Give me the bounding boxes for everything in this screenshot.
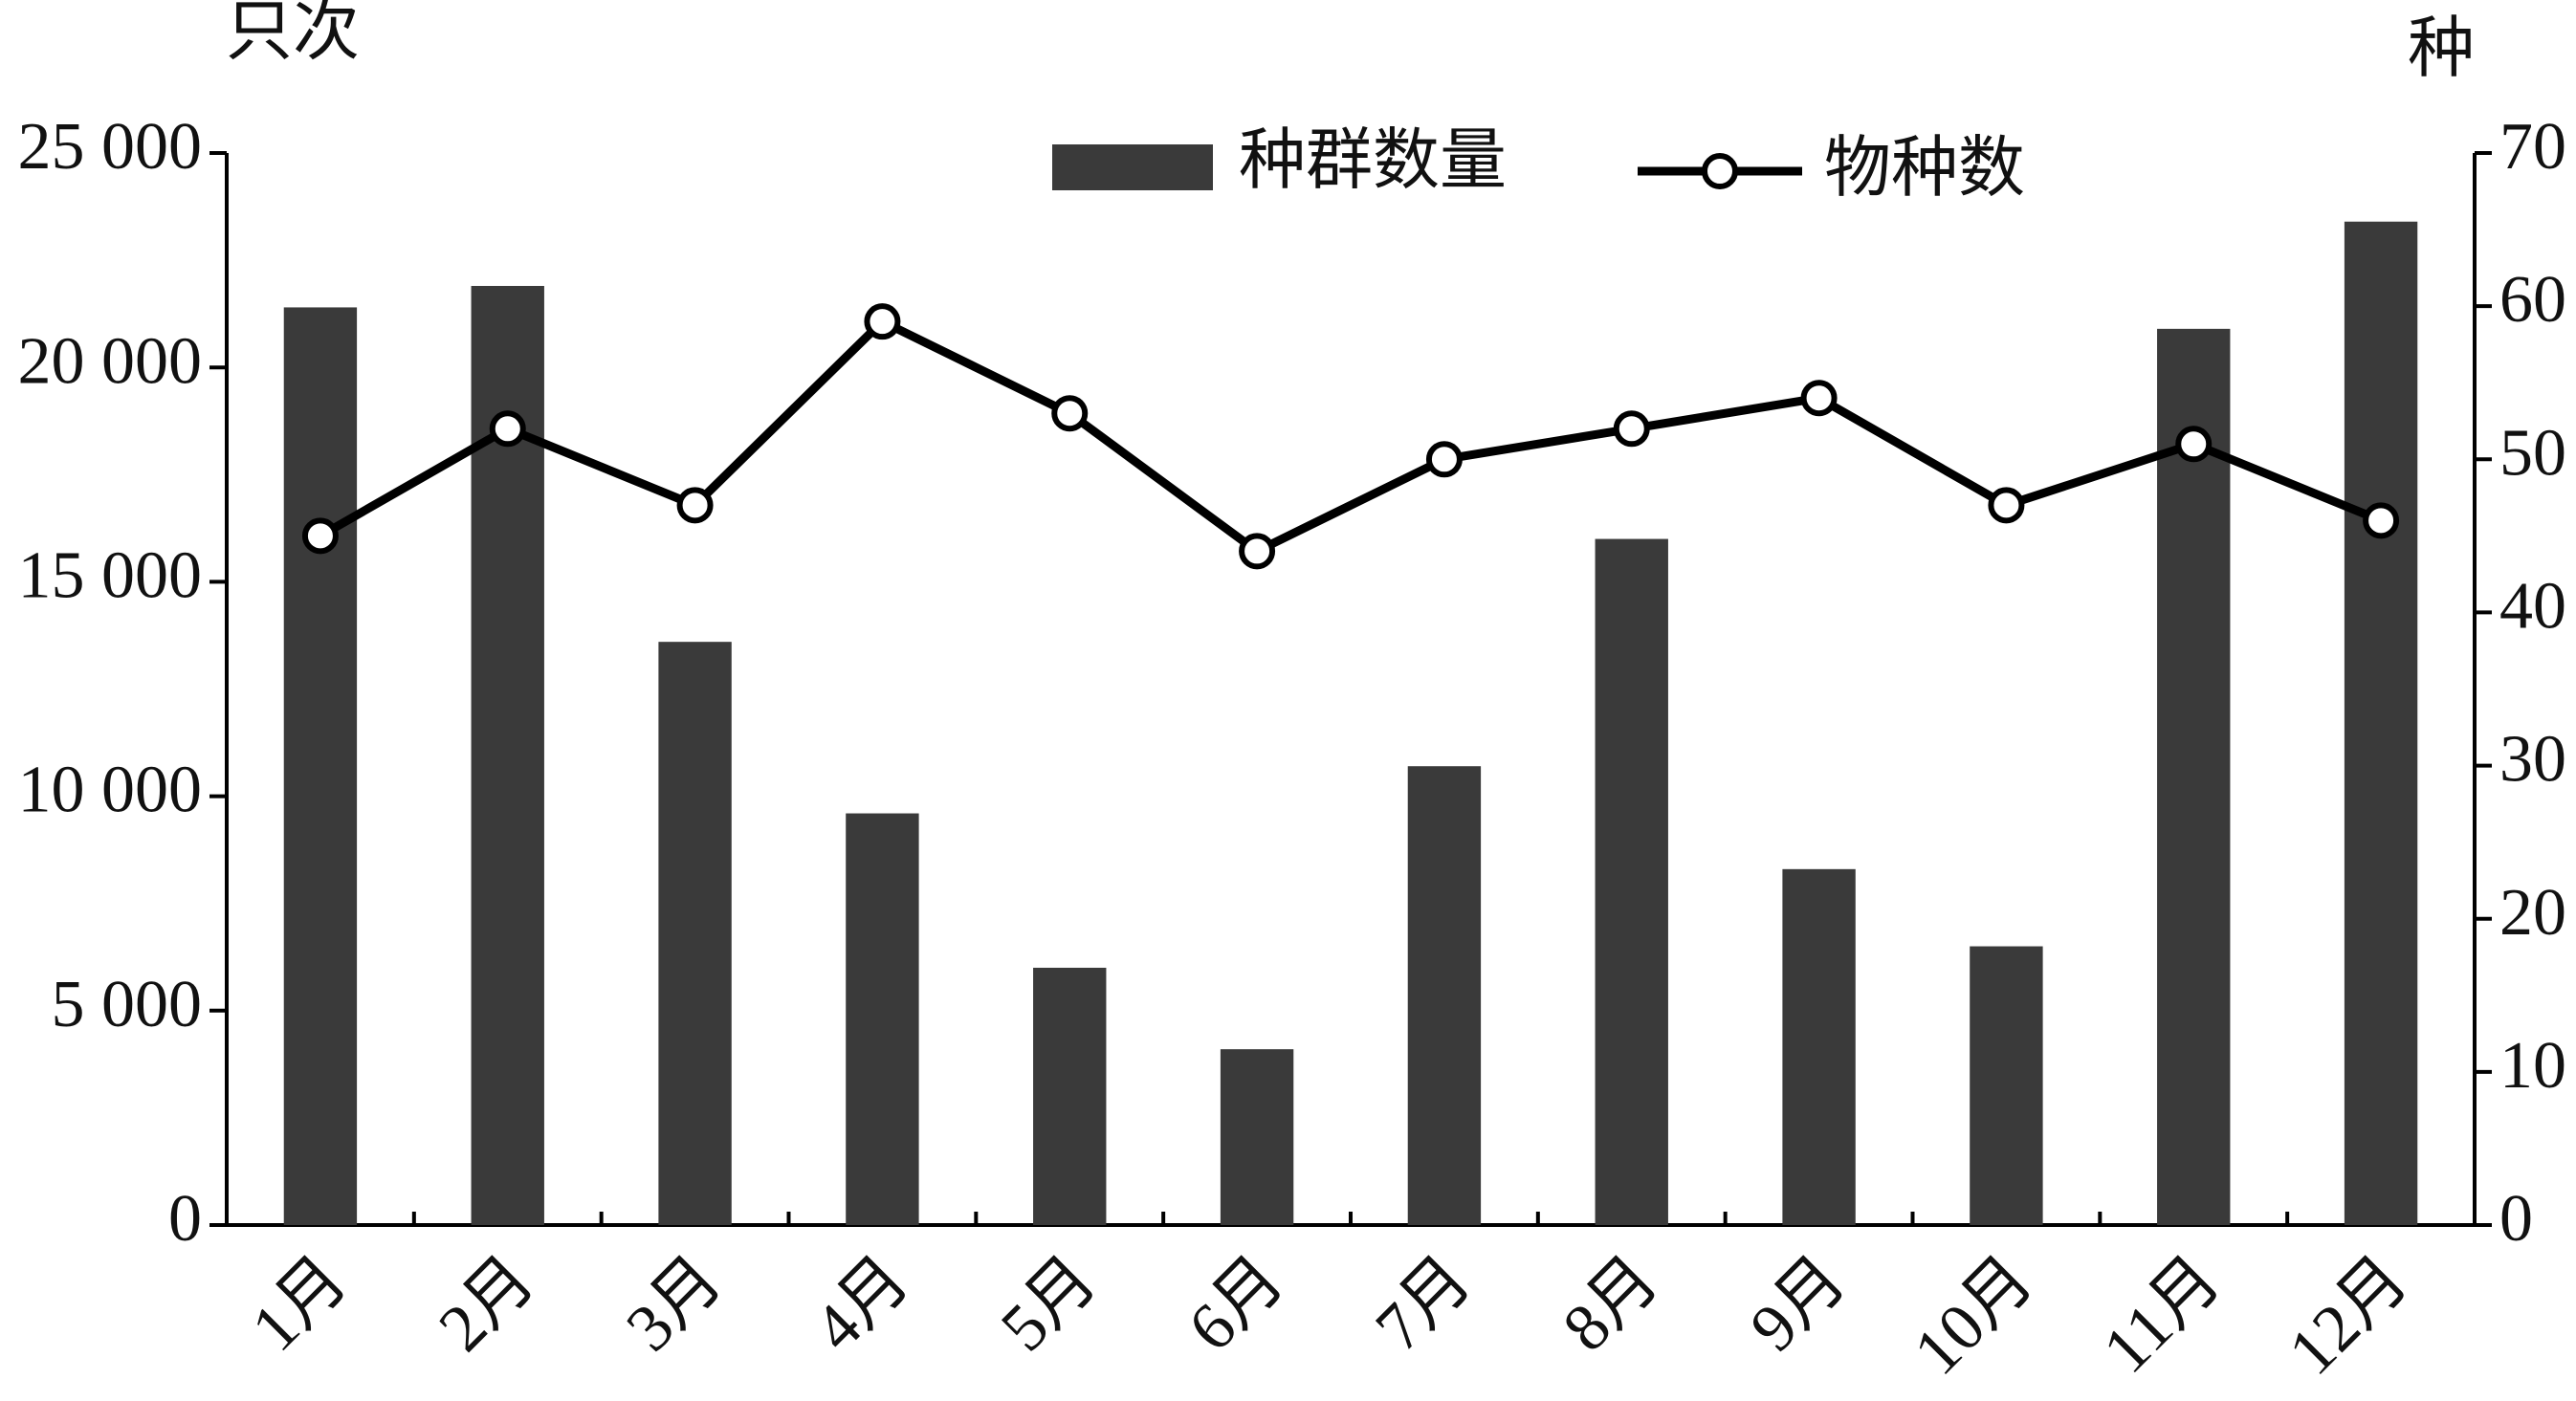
y2-tick-label: 10 (2499, 1029, 2566, 1103)
y2-unit-label: 种 (2408, 12, 2475, 86)
line-marker (676, 487, 714, 524)
x-tick-label: 10月 (1901, 1242, 2047, 1389)
x-tick-label: 12月 (2275, 1242, 2421, 1389)
bar (2157, 328, 2231, 1225)
x-tick-label: 7月 (1362, 1242, 1486, 1366)
line-marker (489, 410, 526, 448)
y-unit-label: 只次 (226, 0, 360, 69)
x-tick-label: 8月 (1550, 1242, 1673, 1366)
y2-tick-label: 0 (2499, 1182, 2533, 1256)
bar (1033, 967, 1107, 1225)
y2-tick-label: 30 (2499, 723, 2566, 797)
legend-swatch (1052, 144, 1213, 190)
bar (846, 813, 919, 1225)
line-marker (864, 303, 901, 340)
y-tick-label: 0 (168, 1182, 202, 1256)
x-tick-label: 5月 (987, 1242, 1111, 1366)
x-tick-label: 9月 (1737, 1242, 1860, 1366)
x-tick-label: 4月 (800, 1242, 923, 1366)
bar (2344, 221, 2418, 1225)
x-tick-label: 11月 (2089, 1242, 2235, 1388)
y-tick-label: 20 000 (18, 324, 203, 398)
x-tick-label: 2月 (426, 1242, 549, 1366)
y2-tick-label: 20 (2499, 876, 2566, 950)
line-marker (1239, 533, 1276, 570)
bar (1782, 868, 1856, 1225)
legend-label: 种群数量 (1239, 124, 1507, 198)
y-tick-label: 15 000 (18, 538, 203, 612)
line-marker (1800, 380, 1838, 417)
line-marker (301, 517, 339, 555)
bar (1970, 946, 2043, 1225)
x-tick-label: 3月 (613, 1242, 737, 1366)
legend-label: 物种数 (1824, 132, 2025, 206)
line-marker (2175, 426, 2213, 463)
line-marker (1613, 410, 1650, 448)
y-tick-label: 10 000 (18, 754, 203, 827)
line (318, 316, 2383, 557)
bar (1220, 1049, 1294, 1225)
y2-tick-label: 70 (2499, 110, 2566, 184)
bar (1407, 766, 1482, 1225)
bar (658, 642, 732, 1225)
bar (283, 307, 358, 1225)
y-tick-label: 25 000 (18, 110, 203, 184)
y2-tick-label: 40 (2499, 569, 2566, 643)
bar (1595, 538, 1668, 1225)
legend-marker (1702, 153, 1738, 189)
x-tick-label: 1月 (238, 1242, 362, 1366)
x-tick-label: 6月 (1175, 1242, 1298, 1366)
y-tick-label: 5 000 (52, 968, 203, 1041)
line-marker (1988, 487, 2025, 524)
y2-tick-label: 50 (2499, 416, 2566, 490)
y2-tick-label: 60 (2499, 263, 2566, 337)
line-marker (2363, 502, 2400, 539)
line-marker (1425, 441, 1463, 478)
line-marker (1051, 395, 1089, 432)
